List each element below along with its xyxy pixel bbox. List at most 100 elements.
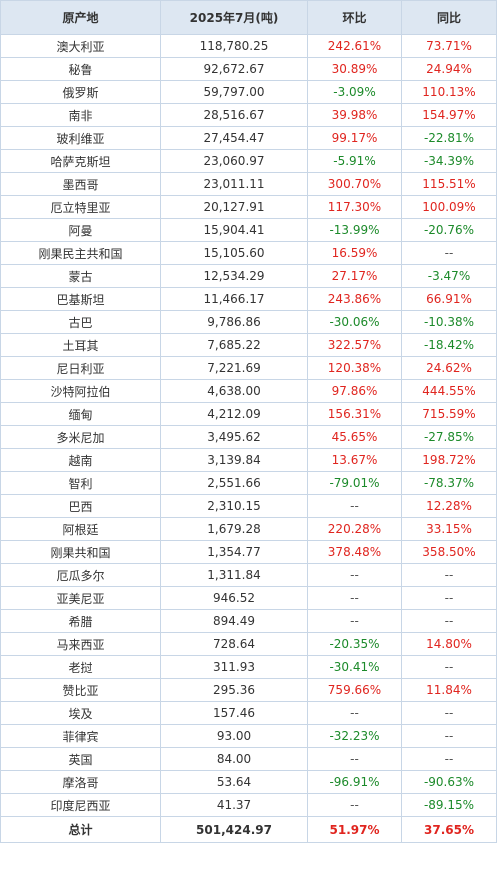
- cell-volume: 4,212.09: [160, 402, 308, 426]
- cell-yoy: --: [401, 609, 497, 633]
- table-row: 智利 2,551.66 -79.01% -78.37%: [0, 471, 497, 495]
- table-row: 墨西哥 23,011.11 300.70% 115.51%: [0, 172, 497, 196]
- cell-mom: -3.09%: [307, 80, 402, 104]
- cell-yoy: 444.55%: [401, 379, 497, 403]
- cell-origin: 多米尼加: [0, 425, 161, 449]
- cell-mom: 759.66%: [307, 678, 402, 702]
- cell-origin: 玻利维亚: [0, 126, 161, 150]
- cell-mom: 30.89%: [307, 57, 402, 81]
- cell-yoy: 12.28%: [401, 494, 497, 518]
- cell-mom: 120.38%: [307, 356, 402, 380]
- cell-volume: 59,797.00: [160, 80, 308, 104]
- cell-origin: 英国: [0, 747, 161, 771]
- cell-mom: -96.91%: [307, 770, 402, 794]
- table-row: 巴西 2,310.15 -- 12.28%: [0, 494, 497, 518]
- cell-volume: 53.64: [160, 770, 308, 794]
- cell-mom: --: [307, 586, 402, 610]
- cell-volume: 2,310.15: [160, 494, 308, 518]
- table-row: 澳大利亚 118,780.25 242.61% 73.71%: [0, 34, 497, 58]
- table-row: 刚果民主共和国 15,105.60 16.59% --: [0, 241, 497, 265]
- import-table: 原产地 2025年7月(吨) 环比 同比 澳大利亚 118,780.25 242.6…: [0, 0, 497, 843]
- cell-volume: 1,354.77: [160, 540, 308, 564]
- cell-mom: 99.17%: [307, 126, 402, 150]
- table-row: 菲律宾 93.00 -32.23% --: [0, 724, 497, 748]
- cell-mom: 378.48%: [307, 540, 402, 564]
- cell-volume: 7,221.69: [160, 356, 308, 380]
- table-row: 土耳其 7,685.22 322.57% -18.42%: [0, 333, 497, 357]
- total-label: 总计: [0, 816, 161, 843]
- cell-yoy: 24.62%: [401, 356, 497, 380]
- cell-origin: 秘鲁: [0, 57, 161, 81]
- cell-volume: 92,672.67: [160, 57, 308, 81]
- cell-origin: 菲律宾: [0, 724, 161, 748]
- table-row: 厄立特里亚 20,127.91 117.30% 100.09%: [0, 195, 497, 219]
- table-row: 沙特阿拉伯 4,638.00 97.86% 444.55%: [0, 379, 497, 403]
- table-row: 亚美尼亚 946.52 -- --: [0, 586, 497, 610]
- cell-yoy: 11.84%: [401, 678, 497, 702]
- cell-mom: 243.86%: [307, 287, 402, 311]
- table-row: 尼日利亚 7,221.69 120.38% 24.62%: [0, 356, 497, 380]
- cell-mom: 300.70%: [307, 172, 402, 196]
- cell-origin: 亚美尼亚: [0, 586, 161, 610]
- cell-mom: --: [307, 747, 402, 771]
- cell-origin: 厄瓜多尔: [0, 563, 161, 587]
- cell-yoy: 100.09%: [401, 195, 497, 219]
- cell-mom: 27.17%: [307, 264, 402, 288]
- cell-yoy: --: [401, 724, 497, 748]
- cell-yoy: 715.59%: [401, 402, 497, 426]
- table-row: 俄罗斯 59,797.00 -3.09% 110.13%: [0, 80, 497, 104]
- cell-mom: 13.67%: [307, 448, 402, 472]
- cell-origin: 缅甸: [0, 402, 161, 426]
- cell-mom: --: [307, 793, 402, 817]
- cell-yoy: 154.97%: [401, 103, 497, 127]
- cell-volume: 946.52: [160, 586, 308, 610]
- table-row: 英国 84.00 -- --: [0, 747, 497, 771]
- cell-mom: 220.28%: [307, 517, 402, 541]
- cell-origin: 智利: [0, 471, 161, 495]
- cell-origin: 阿根廷: [0, 517, 161, 541]
- cell-mom: -79.01%: [307, 471, 402, 495]
- cell-origin: 刚果共和国: [0, 540, 161, 564]
- table-row: 刚果共和国 1,354.77 378.48% 358.50%: [0, 540, 497, 564]
- cell-volume: 7,685.22: [160, 333, 308, 357]
- cell-origin: 阿曼: [0, 218, 161, 242]
- cell-yoy: -27.85%: [401, 425, 497, 449]
- cell-origin: 摩洛哥: [0, 770, 161, 794]
- cell-yoy: 110.13%: [401, 80, 497, 104]
- cell-mom: 117.30%: [307, 195, 402, 219]
- cell-origin: 印度尼西亚: [0, 793, 161, 817]
- total-yoy: 37.65%: [401, 816, 497, 843]
- table-body: 澳大利亚 118,780.25 242.61% 73.71% 秘鲁 92,672.67 30…: [0, 34, 497, 817]
- cell-volume: 27,454.47: [160, 126, 308, 150]
- cell-mom: 39.98%: [307, 103, 402, 127]
- table-row: 古巴 9,786.86 -30.06% -10.38%: [0, 310, 497, 334]
- cell-yoy: -3.47%: [401, 264, 497, 288]
- cell-origin: 老挝: [0, 655, 161, 679]
- cell-origin: 巴基斯坦: [0, 287, 161, 311]
- table-row: 厄瓜多尔 1,311.84 -- --: [0, 563, 497, 587]
- table-row: 老挝 311.93 -30.41% --: [0, 655, 497, 679]
- cell-origin: 尼日利亚: [0, 356, 161, 380]
- table-row: 阿根廷 1,679.28 220.28% 33.15%: [0, 517, 497, 541]
- table-row: 摩洛哥 53.64 -96.91% -90.63%: [0, 770, 497, 794]
- header-row: 原产地 2025年7月(吨) 环比 同比: [0, 0, 497, 35]
- cell-yoy: -10.38%: [401, 310, 497, 334]
- cell-volume: 20,127.91: [160, 195, 308, 219]
- cell-mom: -30.41%: [307, 655, 402, 679]
- table-row: 赞比亚 295.36 759.66% 11.84%: [0, 678, 497, 702]
- cell-origin: 墨西哥: [0, 172, 161, 196]
- cell-origin: 刚果民主共和国: [0, 241, 161, 265]
- cell-origin: 马来西亚: [0, 632, 161, 656]
- cell-yoy: --: [401, 241, 497, 265]
- cell-origin: 希腊: [0, 609, 161, 633]
- cell-origin: 越南: [0, 448, 161, 472]
- cell-origin: 蒙古: [0, 264, 161, 288]
- cell-yoy: -90.63%: [401, 770, 497, 794]
- header-mom: 环比: [307, 0, 402, 35]
- cell-volume: 23,060.97: [160, 149, 308, 173]
- cell-volume: 1,311.84: [160, 563, 308, 587]
- table-row: 阿曼 15,904.41 -13.99% -20.76%: [0, 218, 497, 242]
- cell-mom: --: [307, 609, 402, 633]
- cell-mom: --: [307, 563, 402, 587]
- cell-yoy: --: [401, 586, 497, 610]
